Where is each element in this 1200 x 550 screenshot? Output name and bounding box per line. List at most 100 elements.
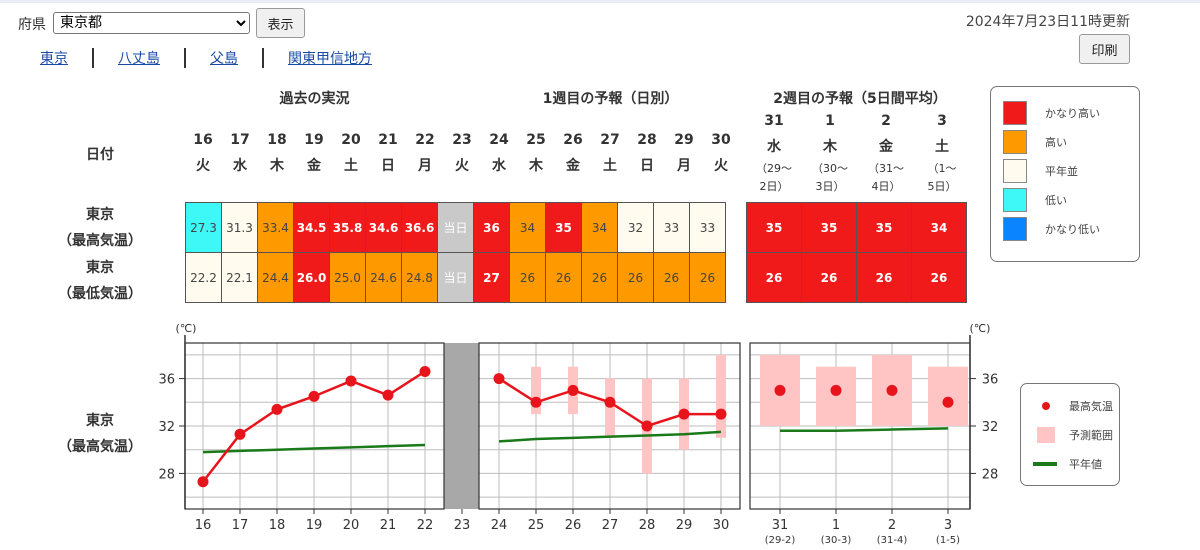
max-temp-cell: 34 bbox=[581, 202, 618, 253]
day-number: 23 bbox=[452, 132, 472, 148]
forecast-range-bar bbox=[716, 354, 726, 438]
forecast-range-bar bbox=[531, 366, 541, 415]
week2-min-row: 26 26 26 26 bbox=[746, 252, 967, 303]
y-tick-label: 28 bbox=[982, 467, 999, 482]
week2-max-cell: 35 bbox=[801, 202, 857, 253]
x-tick-label: 27 bbox=[602, 518, 619, 533]
y-tick-label: 36 bbox=[158, 373, 175, 388]
day-number: 1 bbox=[825, 113, 835, 129]
day-header: 19 金 bbox=[296, 130, 333, 176]
week2-min-cell: 26 bbox=[801, 252, 857, 303]
period-range-end: 5日） bbox=[927, 180, 957, 193]
legend-forecast-range-label: 予測範囲 bbox=[1069, 429, 1113, 442]
section-week2-header: 2週目の予報（5日間平均） bbox=[773, 91, 947, 107]
weekday: 日 bbox=[381, 158, 395, 174]
prefecture-label: 府県 bbox=[18, 17, 46, 33]
legend-label: 平年並 bbox=[1045, 165, 1078, 178]
graph-legend: 最高気温 予測範囲 平年値 bbox=[1020, 383, 1120, 486]
x-tick-label: 28 bbox=[639, 518, 656, 533]
weekday: 金 bbox=[307, 158, 321, 174]
max-temp-cell: 36 bbox=[473, 202, 510, 253]
legend-swatch bbox=[1003, 130, 1027, 154]
period-range: （29〜 bbox=[756, 162, 792, 175]
period-range-end: 2日） bbox=[759, 180, 789, 193]
week2-day-header: 31 水 （29〜 2日） bbox=[746, 111, 802, 196]
max-temp-cell: 31.3 bbox=[221, 202, 258, 253]
x-tick-label: 29 bbox=[676, 518, 693, 533]
print-button[interactable]: 印刷 bbox=[1079, 34, 1130, 64]
day-number: 19 bbox=[304, 132, 324, 148]
day-number: 28 bbox=[637, 132, 657, 148]
max-temp-cell: 27.3 bbox=[185, 202, 222, 253]
legend-swatch bbox=[1003, 159, 1027, 183]
show-button[interactable]: 表示 bbox=[256, 8, 305, 38]
week2-point bbox=[886, 384, 898, 396]
y-tick-label: 36 bbox=[982, 373, 999, 388]
legend-max-temp-label: 最高気温 bbox=[1069, 400, 1113, 413]
legend-max-temp: 最高気温 bbox=[1031, 398, 1113, 414]
x-tick-label: 17 bbox=[232, 518, 249, 533]
weekday: 土 bbox=[935, 139, 949, 155]
tab-separator bbox=[92, 48, 94, 68]
week2-day-header: 1 木 （30〜 3日） bbox=[802, 111, 858, 196]
tab-tokyo[interactable]: 東京 bbox=[40, 51, 68, 67]
prefecture-select[interactable]: 東京都 bbox=[53, 12, 250, 34]
max-temp-cell: 34 bbox=[509, 202, 546, 253]
tab-chichijima[interactable]: 父島 bbox=[210, 51, 238, 67]
day-number: 16 bbox=[193, 132, 213, 148]
section-week1-header: 1週目の予報（日別） bbox=[542, 91, 679, 107]
max-temp-cell: 35.8 bbox=[329, 202, 366, 253]
max-temp-cell: 当日 bbox=[437, 202, 474, 253]
week2-min-cell: 26 bbox=[911, 252, 967, 303]
x-tick-label: 30 bbox=[713, 518, 730, 533]
legend-swatch bbox=[1003, 188, 1027, 212]
legend-forecast-range: 予測範囲 bbox=[1031, 427, 1113, 443]
day-header: 25 木 bbox=[518, 130, 555, 176]
legend-label: かなり低い bbox=[1045, 223, 1100, 236]
forecast-point bbox=[604, 396, 616, 408]
observed-point bbox=[419, 365, 431, 377]
tab-kanto-koshin[interactable]: 関東甲信地方 bbox=[288, 51, 372, 67]
day-number: 2 bbox=[881, 113, 891, 129]
row-label-kind: （最高気温） bbox=[58, 233, 142, 249]
row-label-kind: （最高気温） bbox=[58, 439, 142, 455]
x-tick-label: 18 bbox=[269, 518, 286, 533]
updated-timestamp: 2024年7月23日11時更新 bbox=[965, 14, 1130, 30]
x-tick-label: 22 bbox=[417, 518, 434, 533]
week2-point bbox=[774, 384, 786, 396]
min-temp-cell: 22.2 bbox=[185, 252, 222, 303]
weekday: 水 bbox=[767, 139, 781, 155]
week2-temperature-table: 35 35 35 34 26 26 26 26 bbox=[746, 202, 967, 303]
x-tick-label: 21 bbox=[380, 518, 397, 533]
observed-point bbox=[308, 390, 320, 402]
x-period-label: (30-3) bbox=[821, 535, 852, 546]
day-header: 24 水 bbox=[481, 130, 518, 176]
forecast-range-bar bbox=[605, 378, 615, 438]
section-past-header: 過去の実況 bbox=[279, 91, 350, 107]
week2-range-bar bbox=[816, 366, 856, 426]
day-header: 18 木 bbox=[259, 130, 296, 176]
weekday: 火 bbox=[714, 158, 728, 174]
min-temp-cell: 24.8 bbox=[401, 252, 438, 303]
period-range-end: 3日） bbox=[815, 180, 845, 193]
weekday: 月 bbox=[418, 158, 432, 174]
date-row-label: 日付 bbox=[86, 147, 114, 163]
color-legend: かなり高い 高い 平年並 低い かなり低い bbox=[990, 86, 1140, 262]
weekday: 火 bbox=[196, 158, 210, 174]
day-header: 29 月 bbox=[666, 130, 703, 176]
day-number: 21 bbox=[378, 132, 398, 148]
day-header: 23 火 bbox=[444, 130, 481, 176]
period-range: （31〜 bbox=[868, 162, 904, 175]
week2-max-cell: 34 bbox=[911, 202, 967, 253]
week2-day-header: 2 金 （31〜 4日） bbox=[858, 111, 914, 196]
x-tick-label: 25 bbox=[528, 518, 545, 533]
max-temp-cell: 33 bbox=[653, 202, 690, 253]
today-band bbox=[444, 343, 479, 509]
week2-range-bar bbox=[928, 366, 968, 426]
min-temp-cell: 22.1 bbox=[221, 252, 258, 303]
green-line-icon bbox=[1031, 456, 1059, 472]
weekday: 木 bbox=[823, 139, 837, 155]
tab-hachijojima[interactable]: 八丈島 bbox=[118, 51, 160, 67]
day-number: 24 bbox=[489, 132, 509, 148]
week2-max-row: 35 35 35 34 bbox=[746, 202, 967, 253]
